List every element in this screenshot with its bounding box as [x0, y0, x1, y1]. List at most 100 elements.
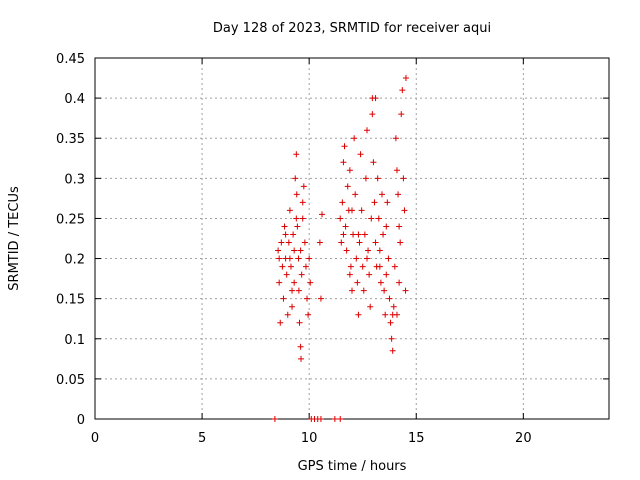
data-point: [280, 295, 287, 302]
data-point: [351, 135, 358, 142]
data-point: [337, 215, 344, 222]
data-point: [370, 159, 377, 166]
data-point: [381, 287, 388, 294]
data-point: [389, 347, 396, 354]
data-point: [282, 231, 289, 238]
y-tick-label: 0.1: [64, 333, 85, 348]
x-tick-label: 10: [301, 431, 318, 446]
data-point: [401, 207, 408, 214]
data-point: [275, 247, 282, 254]
y-tick-label: 0.2: [64, 253, 85, 268]
data-point: [297, 247, 304, 254]
data-point: [365, 247, 372, 254]
x-tick-label: 0: [91, 431, 99, 446]
data-point: [367, 303, 374, 310]
data-point: [301, 239, 308, 246]
data-point: [389, 311, 396, 318]
data-point: [355, 311, 362, 318]
data-point: [299, 199, 306, 206]
data-point: [347, 263, 354, 270]
data-point: [350, 231, 357, 238]
data-point: [285, 239, 292, 246]
data-point: [387, 319, 394, 326]
data-point: [395, 191, 402, 198]
data-point: [297, 343, 304, 350]
data-point: [319, 211, 326, 218]
data-point: [283, 271, 290, 278]
data-point: [279, 263, 286, 270]
data-point: [298, 355, 305, 362]
plot-frame: [94, 57, 610, 420]
data-point: [291, 247, 298, 254]
data-point: [286, 255, 293, 262]
y-tick-labels: 0 0.05 0.1 0.15 0.2 0.25 0.3 0.35 0.4 0.45: [56, 52, 85, 428]
data-point: [344, 183, 351, 190]
data-point: [287, 263, 294, 270]
y-tick-label: 0.15: [56, 293, 85, 308]
data-point: [346, 271, 353, 278]
y-tick-label: 0.3: [64, 172, 85, 187]
data-point: [402, 75, 409, 82]
data-point: [374, 175, 381, 182]
data-point: [271, 416, 278, 422]
y-tick-label: 0.25: [56, 212, 85, 227]
data-point: [289, 287, 296, 294]
data-point: [382, 311, 389, 318]
y-tick-label: 0.05: [56, 373, 85, 388]
data-point: [305, 311, 312, 318]
data-point: [361, 231, 368, 238]
y-tick-label: 0: [77, 413, 85, 428]
data-point: [396, 223, 403, 230]
data-point: [376, 247, 383, 254]
data-point: [286, 207, 293, 214]
data-point: [384, 199, 391, 206]
data-point: [366, 271, 373, 278]
data-point: [360, 287, 367, 294]
data-point: [400, 175, 407, 182]
data-point: [284, 311, 291, 318]
data-point: [396, 279, 403, 286]
x-tick-label: 20: [515, 431, 532, 446]
data-point: [278, 239, 285, 246]
data-point: [290, 231, 297, 238]
data-point: [295, 255, 302, 262]
y-tick-label: 0.4: [64, 92, 85, 107]
data-point: [295, 287, 302, 294]
data-point: [385, 255, 392, 262]
data-point: [402, 287, 409, 294]
y-tick-label: 0.45: [56, 52, 85, 67]
data-point: [372, 239, 379, 246]
data-point: [368, 215, 375, 222]
data-point: [376, 263, 383, 270]
data-point: [343, 247, 350, 254]
data-point: [369, 111, 376, 118]
data-point: [383, 223, 390, 230]
data-point: [292, 175, 299, 182]
data-point: [359, 263, 366, 270]
data-point: [349, 207, 355, 214]
data-point: [293, 215, 300, 222]
data-point: [291, 279, 298, 286]
data-point: [316, 239, 323, 246]
data-point: [388, 335, 395, 342]
data-point: [341, 143, 348, 150]
data-point: [362, 175, 369, 182]
data-point: [354, 279, 361, 286]
data-point: [390, 303, 397, 310]
data-point: [302, 263, 309, 270]
data-point: [281, 223, 288, 230]
data-point: [337, 416, 344, 422]
data-point: [375, 215, 382, 222]
data-point: [392, 135, 399, 142]
x-tick-label: 15: [408, 431, 425, 446]
data-point: [276, 255, 283, 262]
chart-title: Day 128 of 2023, SRMTID for receiver aqu…: [213, 21, 491, 36]
data-point: [289, 303, 296, 310]
data-point: [363, 127, 370, 134]
x-tick-label: 5: [198, 431, 206, 446]
data-point: [300, 183, 307, 190]
data-point: [317, 295, 324, 302]
data-point: [331, 416, 338, 422]
data-point: [399, 87, 406, 94]
data-point: [340, 159, 347, 166]
